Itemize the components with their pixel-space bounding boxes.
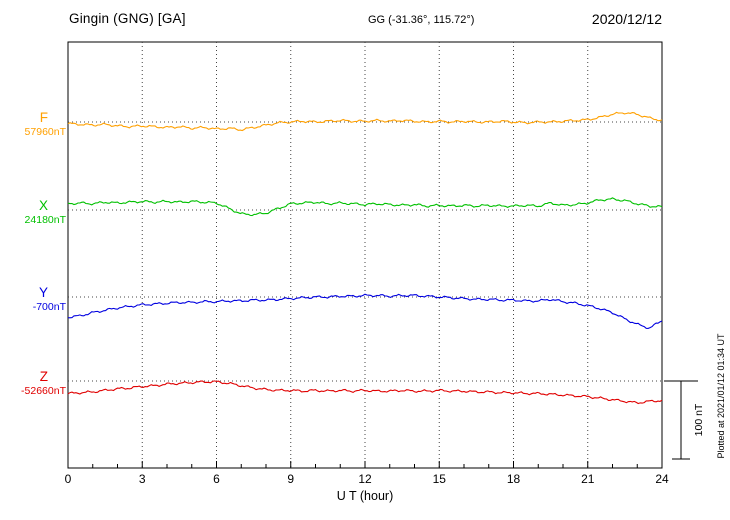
axis-ticks [67, 461, 663, 468]
gridlines [141, 42, 589, 468]
trace-F [67, 111, 663, 132]
station-title: Gingin (GNG) [GA] [69, 11, 186, 26]
component-label-Z: Z [39, 369, 48, 384]
x-tick-label-18: 18 [506, 472, 521, 486]
trace-X [67, 197, 663, 217]
component-label-X: X [38, 198, 48, 213]
component-label-Y: Y [38, 285, 48, 300]
x-tick-label-24: 24 [655, 472, 669, 486]
station-coordinates: GG (-31.36°, 115.72°) [368, 14, 475, 26]
x-tick-label-0: 0 [64, 472, 72, 486]
x-tick-label-15: 15 [432, 472, 446, 486]
trace-Y [67, 293, 663, 329]
x-tick-label-9: 9 [287, 472, 295, 486]
scale-bar [664, 380, 698, 460]
x-tick-label-21: 21 [581, 472, 595, 486]
baseline-value-Y: -700nT [32, 301, 66, 313]
plot-date: 2020/12/12 [591, 11, 662, 27]
x-tick-label-3: 3 [138, 472, 146, 486]
x-tick-label-6: 6 [213, 472, 220, 486]
component-label-F: F [39, 110, 48, 125]
x-tick-label-12: 12 [358, 472, 372, 486]
baseline-value-X: 24180nT [24, 214, 66, 226]
trace-Z [67, 380, 663, 405]
plotted-at-note: Plotted at 2021/01/12 01:34 UT [716, 333, 726, 459]
scale-bar-label: 100 nT [693, 403, 705, 437]
baseline-value-Z: -52660nT [21, 385, 66, 397]
baseline-value-F: 57960nT [24, 126, 66, 138]
x-axis-label: U T (hour) [336, 489, 394, 503]
